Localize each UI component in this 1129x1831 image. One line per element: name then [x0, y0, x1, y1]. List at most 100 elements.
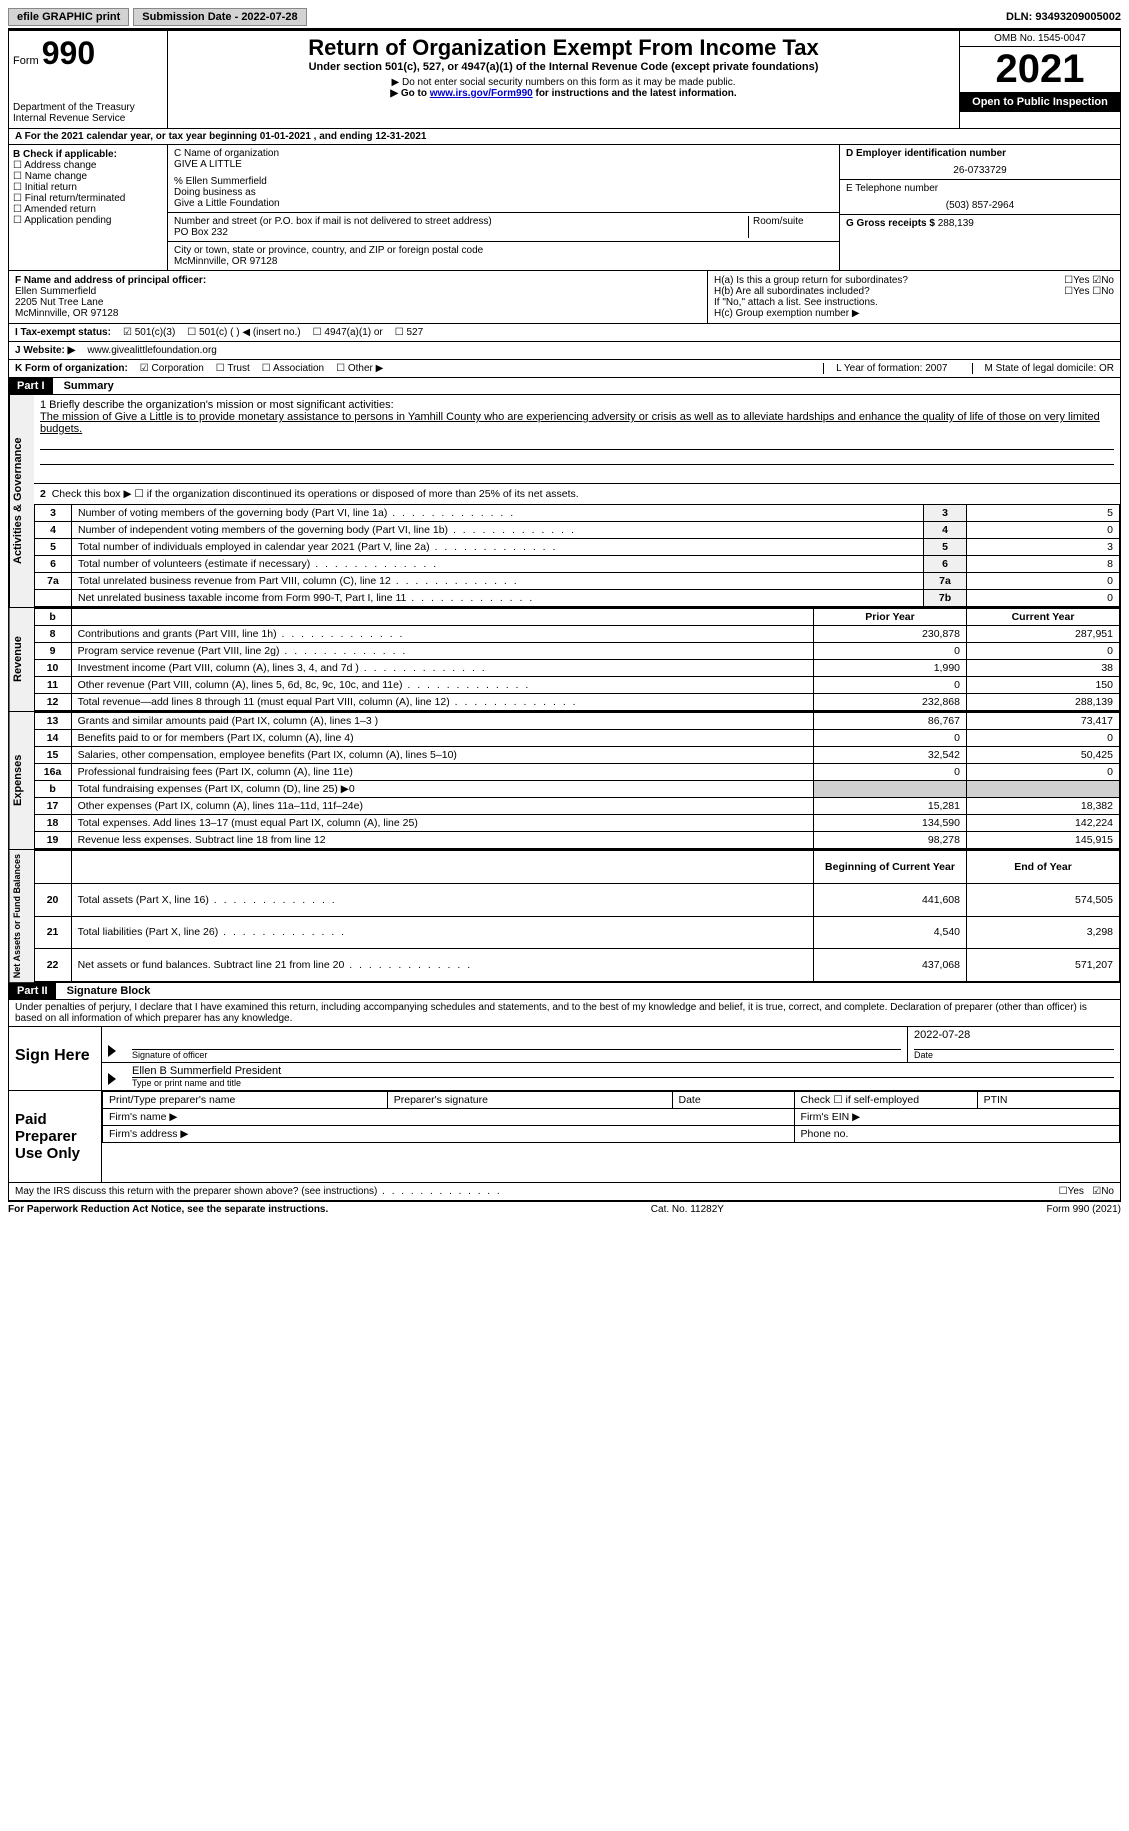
table-row: 5Total number of individuals employed in… [35, 539, 1120, 556]
fo-other[interactable]: ☐ Other ▶ [336, 363, 383, 374]
expenses-block: Expenses 13Grants and similar amounts pa… [8, 712, 1121, 850]
prep-h3: Date [672, 1092, 794, 1109]
form-org-row: K Form of organization: ☑ Corporation ☐ … [8, 360, 1121, 378]
table-row: bTotal fundraising expenses (Part IX, co… [34, 781, 1119, 798]
m-state: M State of legal domicile: OR [972, 363, 1115, 374]
table-row: 8Contributions and grants (Part VIII, li… [34, 626, 1119, 643]
discuss-yes[interactable]: Yes [1068, 1186, 1084, 1197]
table-header: bPrior YearCurrent Year [34, 609, 1119, 626]
k-label: K Form of organization: [15, 363, 128, 374]
te-527[interactable]: ☐ 527 [395, 327, 423, 338]
discuss-row: May the IRS discuss this return with the… [8, 1183, 1121, 1201]
c-room-label: Room/suite [749, 216, 833, 238]
revenue-table: bPrior YearCurrent Year8Contributions an… [34, 608, 1120, 711]
te-4947[interactable]: ☐ 4947(a)(1) or [313, 327, 383, 338]
sig-name: Ellen B Summerfield President [132, 1065, 1114, 1078]
prep-h2: Preparer's signature [387, 1092, 672, 1109]
section-f: F Name and address of principal officer:… [9, 271, 708, 323]
sig-name-label: Type or print name and title [132, 1078, 1114, 1088]
part1-title: Summary [56, 380, 114, 392]
sig-date: 2022-07-28 [914, 1029, 1114, 1050]
part2-header-row: Part II Signature Block [8, 983, 1121, 1000]
opt-initial[interactable]: ☐ Initial return [13, 182, 163, 193]
c-street-label: Number and street (or P.O. box if mail i… [174, 216, 744, 227]
hb-no[interactable]: No [1101, 286, 1114, 297]
ha-yes[interactable]: Yes [1073, 275, 1089, 286]
opt-address[interactable]: ☐ Address change [13, 160, 163, 171]
e-value: (503) 857-2964 [846, 200, 1114, 211]
table-row: 3Number of voting members of the governi… [35, 505, 1120, 522]
tax-year: 2021 [960, 47, 1120, 92]
opt-amended[interactable]: ☐ Amended return [13, 204, 163, 215]
form990-link[interactable]: www.irs.gov/Form990 [430, 88, 533, 99]
table-row: 20Total assets (Part X, line 16)441,6085… [34, 883, 1119, 916]
governance-block: Activities & Governance 1 Briefly descri… [8, 395, 1121, 608]
fo-assoc[interactable]: ☐ Association [262, 363, 324, 374]
prep-ein: Firm's EIN ▶ [794, 1109, 1119, 1126]
prep-phone: Phone no. [794, 1126, 1119, 1143]
line2-text: Check this box ▶ ☐ if the organization d… [52, 488, 579, 500]
c-street: PO Box 232 [174, 227, 744, 238]
form-number: 990 [42, 35, 95, 71]
table-row: 14Benefits paid to or for members (Part … [34, 730, 1119, 747]
table-row: 18Total expenses. Add lines 13–17 (must … [34, 815, 1119, 832]
note2-pre: ▶ Go to [390, 88, 429, 99]
c-name: GIVE A LITTLE [174, 159, 833, 170]
table-row: 9Program service revenue (Part VIII, lin… [34, 643, 1119, 660]
g-label: G Gross receipts $ [846, 218, 935, 229]
table-row: 15Salaries, other compensation, employee… [34, 747, 1119, 764]
arrow-icon [108, 1045, 116, 1057]
sign-here-block: Sign Here Signature of officer 2022-07-2… [8, 1027, 1121, 1091]
period-a: A For the 2021 calendar year, or tax yea… [8, 129, 1121, 145]
table-row: Net unrelated business taxable income fr… [35, 590, 1120, 607]
note1: ▶ Do not enter social security numbers o… [172, 77, 955, 88]
fo-trust[interactable]: ☐ Trust [216, 363, 250, 374]
te-501c3[interactable]: ☑ 501(c)(3) [123, 327, 175, 338]
website-value[interactable]: www.givealittlefoundation.org [87, 345, 217, 356]
prep-h1: Print/Type preparer's name [103, 1092, 388, 1109]
ha-no[interactable]: No [1101, 275, 1114, 286]
section-c: C Name of organization GIVE A LITTLE % E… [168, 145, 840, 270]
g-value: 288,139 [938, 218, 974, 229]
vlabel-exp: Expenses [9, 712, 34, 849]
footer-left: For Paperwork Reduction Act Notice, see … [8, 1204, 328, 1215]
inspection-box: Open to Public Inspection [960, 92, 1120, 112]
e-label: E Telephone number [846, 183, 1114, 194]
submission-button[interactable]: Submission Date - 2022-07-28 [133, 8, 306, 26]
f-label: F Name and address of principal officer: [15, 275, 701, 286]
preparer-left-label: Paid Preparer Use Only [9, 1091, 102, 1182]
mission-text: The mission of Give a Little is to provi… [40, 411, 1114, 435]
table-row: 6Total number of volunteers (estimate if… [35, 556, 1120, 573]
revenue-block: Revenue bPrior YearCurrent Year8Contribu… [8, 608, 1121, 712]
c-name-label: C Name of organization [174, 148, 833, 159]
table-row: 22Net assets or fund balances. Subtract … [34, 949, 1119, 982]
f-name: Ellen Summerfield [15, 286, 701, 297]
table-row: 19Revenue less expenses. Subtract line 1… [34, 832, 1119, 849]
efile-button[interactable]: efile GRAPHIC print [8, 8, 129, 26]
opt-name[interactable]: ☐ Name change [13, 171, 163, 182]
b-label: B Check if applicable: [13, 149, 163, 160]
omb-text: OMB No. 1545-0047 [960, 31, 1120, 47]
opt-final[interactable]: ☐ Final return/terminated [13, 193, 163, 204]
hb-note: If "No," attach a list. See instructions… [714, 297, 1114, 308]
hb-yes[interactable]: Yes [1073, 286, 1089, 297]
prep-h4[interactable]: Check ☐ if self-employed [794, 1092, 977, 1109]
c-dba: Give a Little Foundation [174, 198, 833, 209]
part1-badge: Part I [9, 378, 53, 394]
part2-badge: Part II [9, 983, 56, 999]
fo-corp[interactable]: ☑ Corporation [140, 363, 204, 374]
l-year: L Year of formation: 2007 [823, 363, 959, 374]
hb-label: H(b) Are all subordinates included? [714, 286, 870, 297]
j-label: J Website: ▶ [15, 345, 75, 356]
governance-table: 3Number of voting members of the governi… [34, 504, 1120, 607]
d-value: 26-0733729 [846, 165, 1114, 176]
i-label: I Tax-exempt status: [15, 327, 111, 338]
footer-mid: Cat. No. 11282Y [651, 1204, 724, 1215]
discuss-no[interactable]: No [1101, 1186, 1114, 1197]
table-row: 17Other expenses (Part IX, column (A), l… [34, 798, 1119, 815]
hc-label: H(c) Group exemption number ▶ [714, 308, 1114, 319]
te-501c[interactable]: ☐ 501(c) ( ) ◀ (insert no.) [187, 327, 300, 338]
note2-post: for instructions and the latest informat… [533, 88, 737, 99]
opt-pending[interactable]: ☐ Application pending [13, 215, 163, 226]
vlabel-net: Net Assets or Fund Balances [9, 850, 34, 982]
